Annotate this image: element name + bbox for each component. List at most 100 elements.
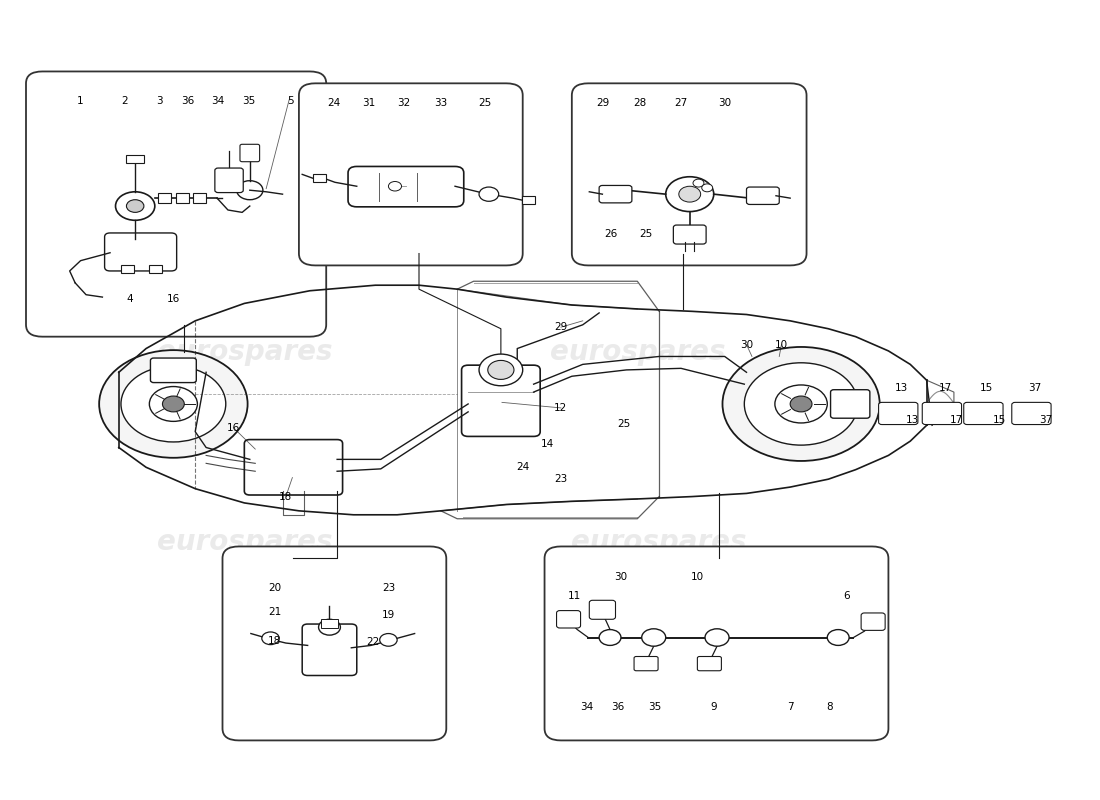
FancyBboxPatch shape bbox=[240, 144, 260, 162]
Text: 1: 1 bbox=[77, 96, 84, 106]
Circle shape bbox=[774, 385, 827, 423]
FancyBboxPatch shape bbox=[600, 186, 631, 203]
Text: 16: 16 bbox=[227, 422, 240, 433]
Bar bbox=[126, 154, 144, 162]
Text: 27: 27 bbox=[674, 98, 688, 108]
Text: 20: 20 bbox=[268, 583, 282, 594]
FancyBboxPatch shape bbox=[590, 600, 616, 619]
Text: 14: 14 bbox=[541, 438, 554, 449]
Circle shape bbox=[666, 177, 714, 211]
Circle shape bbox=[723, 347, 880, 461]
Text: 33: 33 bbox=[434, 98, 448, 108]
FancyBboxPatch shape bbox=[222, 546, 447, 741]
Bar bbox=[321, 618, 338, 628]
Text: 35: 35 bbox=[648, 702, 661, 712]
Text: 12: 12 bbox=[554, 403, 568, 413]
Text: 17: 17 bbox=[949, 414, 962, 425]
Bar bbox=[121, 266, 134, 274]
Text: 29: 29 bbox=[596, 98, 609, 108]
FancyBboxPatch shape bbox=[697, 657, 722, 670]
Text: 13: 13 bbox=[895, 383, 909, 393]
FancyBboxPatch shape bbox=[214, 168, 243, 193]
Text: eurospares: eurospares bbox=[571, 529, 747, 557]
Text: 8: 8 bbox=[826, 702, 833, 712]
Circle shape bbox=[693, 179, 704, 187]
Text: 24: 24 bbox=[516, 462, 529, 472]
Text: 25: 25 bbox=[617, 418, 631, 429]
Circle shape bbox=[600, 630, 621, 646]
Text: 17: 17 bbox=[938, 383, 952, 393]
FancyBboxPatch shape bbox=[747, 187, 779, 205]
FancyBboxPatch shape bbox=[572, 83, 806, 266]
Circle shape bbox=[641, 629, 666, 646]
FancyBboxPatch shape bbox=[244, 439, 342, 495]
Text: 15: 15 bbox=[980, 383, 993, 393]
Bar bbox=[176, 194, 189, 203]
Circle shape bbox=[745, 362, 858, 445]
Circle shape bbox=[150, 386, 197, 422]
Text: 34: 34 bbox=[211, 96, 224, 106]
FancyBboxPatch shape bbox=[557, 610, 581, 628]
Circle shape bbox=[163, 396, 185, 412]
Text: 37: 37 bbox=[1040, 414, 1053, 425]
Circle shape bbox=[121, 366, 226, 442]
FancyBboxPatch shape bbox=[830, 390, 870, 418]
Bar bbox=[150, 266, 163, 274]
Text: 31: 31 bbox=[362, 98, 375, 108]
Text: 29: 29 bbox=[554, 322, 568, 332]
Text: 9: 9 bbox=[711, 702, 717, 712]
Text: 10: 10 bbox=[774, 339, 788, 350]
Text: 24: 24 bbox=[327, 98, 341, 108]
Text: 30: 30 bbox=[615, 571, 627, 582]
Text: 22: 22 bbox=[366, 638, 379, 647]
Circle shape bbox=[116, 192, 155, 220]
FancyBboxPatch shape bbox=[861, 613, 886, 630]
Text: 21: 21 bbox=[268, 607, 282, 617]
Text: 18: 18 bbox=[279, 491, 293, 502]
FancyBboxPatch shape bbox=[104, 233, 177, 271]
FancyBboxPatch shape bbox=[462, 365, 540, 437]
Circle shape bbox=[827, 630, 849, 646]
Text: 23: 23 bbox=[382, 583, 395, 594]
Circle shape bbox=[319, 619, 340, 635]
Bar bbox=[314, 174, 327, 182]
Circle shape bbox=[99, 350, 248, 458]
Text: 26: 26 bbox=[605, 229, 618, 238]
Circle shape bbox=[388, 182, 401, 191]
Text: 37: 37 bbox=[1028, 383, 1042, 393]
Text: 30: 30 bbox=[740, 339, 754, 350]
FancyBboxPatch shape bbox=[26, 71, 327, 337]
Text: 13: 13 bbox=[905, 414, 920, 425]
Circle shape bbox=[236, 181, 263, 200]
Text: 25: 25 bbox=[639, 229, 652, 238]
FancyBboxPatch shape bbox=[1012, 402, 1052, 425]
FancyBboxPatch shape bbox=[302, 624, 356, 675]
Text: 15: 15 bbox=[993, 414, 1007, 425]
Circle shape bbox=[126, 200, 144, 212]
Text: eurospares: eurospares bbox=[550, 338, 725, 366]
Bar bbox=[158, 194, 172, 203]
FancyBboxPatch shape bbox=[964, 402, 1003, 425]
FancyBboxPatch shape bbox=[299, 83, 522, 266]
Text: 19: 19 bbox=[382, 610, 395, 620]
Text: 7: 7 bbox=[786, 702, 793, 712]
Text: 28: 28 bbox=[632, 98, 646, 108]
FancyBboxPatch shape bbox=[922, 402, 961, 425]
Text: eurospares: eurospares bbox=[156, 338, 332, 366]
Circle shape bbox=[702, 184, 713, 192]
Text: 36: 36 bbox=[612, 702, 625, 712]
Text: 25: 25 bbox=[477, 98, 491, 108]
Text: 35: 35 bbox=[242, 96, 255, 106]
FancyBboxPatch shape bbox=[634, 657, 658, 670]
Text: 11: 11 bbox=[568, 591, 581, 602]
Text: 2: 2 bbox=[121, 96, 128, 106]
Text: 16: 16 bbox=[167, 294, 180, 304]
Text: 18: 18 bbox=[268, 636, 282, 646]
Text: 3: 3 bbox=[156, 96, 163, 106]
FancyBboxPatch shape bbox=[544, 546, 889, 741]
FancyBboxPatch shape bbox=[673, 225, 706, 244]
FancyBboxPatch shape bbox=[348, 166, 464, 207]
Text: 5: 5 bbox=[287, 96, 294, 106]
Text: 32: 32 bbox=[397, 98, 410, 108]
Circle shape bbox=[478, 187, 498, 202]
